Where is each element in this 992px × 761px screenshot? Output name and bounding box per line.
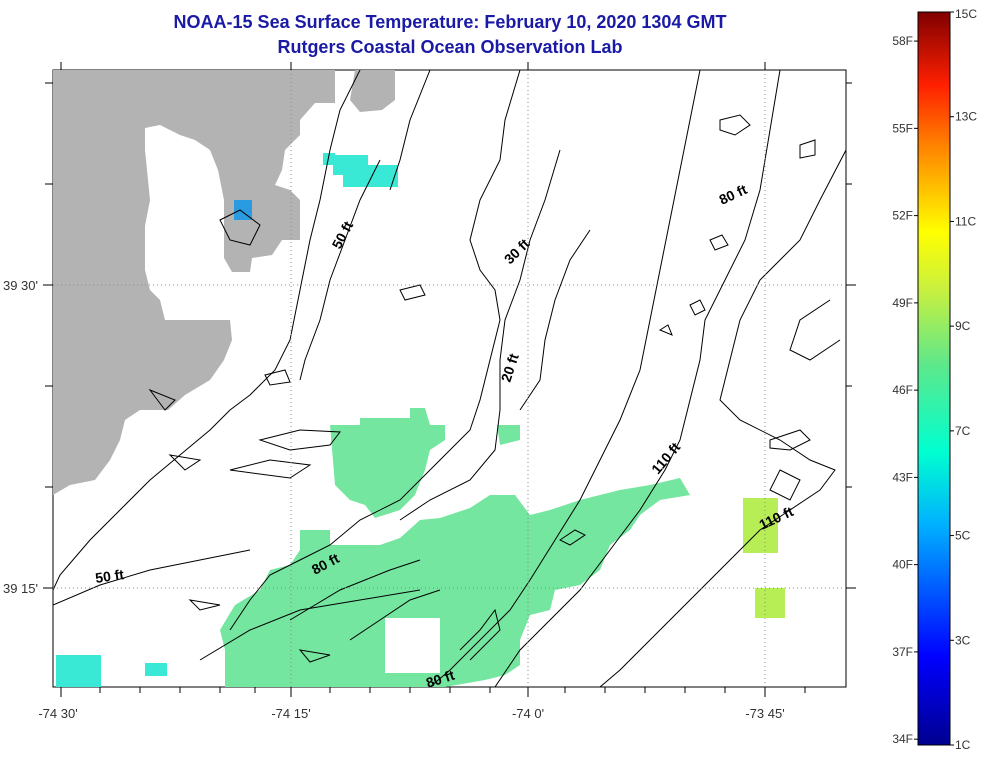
x-tick-label: -74 15' (271, 706, 310, 721)
colorbar-celsius-label: 13C (955, 110, 977, 124)
contour-label: 50 ft (94, 566, 125, 586)
sst-pixels-cool (56, 153, 398, 687)
colorbar-fahrenheit-label: 34F (892, 732, 913, 746)
grid-lines (53, 70, 846, 687)
colorbar-celsius-label: 15C (955, 7, 977, 21)
x-tick-label: -74 0' (512, 706, 544, 721)
colorbar-fahrenheit-label: 43F (892, 470, 913, 484)
bathymetry-contours (53, 70, 846, 687)
land-inlet (350, 70, 395, 112)
x-tick-label: -74 30' (38, 706, 77, 721)
colorbar-celsius-label: 7C (955, 424, 971, 438)
colorbar-fahrenheit-label: 49F (892, 296, 913, 310)
colorbar-fahrenheit-label: 55F (892, 121, 913, 135)
colorbar-celsius-label: 3C (955, 633, 971, 647)
land-marsh (160, 325, 205, 380)
map-subtitle: Rutgers Coastal Ocean Observation Lab (277, 37, 623, 57)
colorbar-fahrenheit-label: 40F (892, 558, 913, 572)
colorbar-fahrenheit-label: 52F (892, 209, 913, 223)
y-tick-label: 39 30' (3, 278, 38, 293)
colorbar-labels: 15C 13C 11C 9C 7C 5C 3C 1C 58F 55F 52F 49F 46F 43F 40F… (892, 7, 977, 752)
sst-pixels-warm (220, 408, 690, 687)
sst-pixels-cold (234, 200, 252, 220)
land-mass (53, 70, 335, 495)
land-island (96, 330, 150, 395)
colorbar-celsius-label: 9C (955, 319, 971, 333)
cloud-gap (385, 618, 440, 673)
tick-marks (43, 62, 856, 697)
y-tick-label: 39 15' (3, 581, 38, 596)
colorbar (917, 11, 951, 746)
x-tick-label: -73 45' (745, 706, 784, 721)
colorbar-celsius-label: 5C (955, 529, 971, 543)
colorbar-celsius-label: 1C (955, 738, 971, 752)
colorbar-celsius-label: 11C (955, 214, 976, 228)
colorbar-fahrenheit-label: 37F (892, 645, 913, 659)
sst-pixels-yellowgreen (743, 498, 785, 618)
colorbar-fahrenheit-label: 46F (892, 383, 913, 397)
colorbar-fahrenheit-label: 58F (892, 34, 913, 48)
map-title: NOAA-15 Sea Surface Temperature: Februar… (173, 12, 727, 32)
